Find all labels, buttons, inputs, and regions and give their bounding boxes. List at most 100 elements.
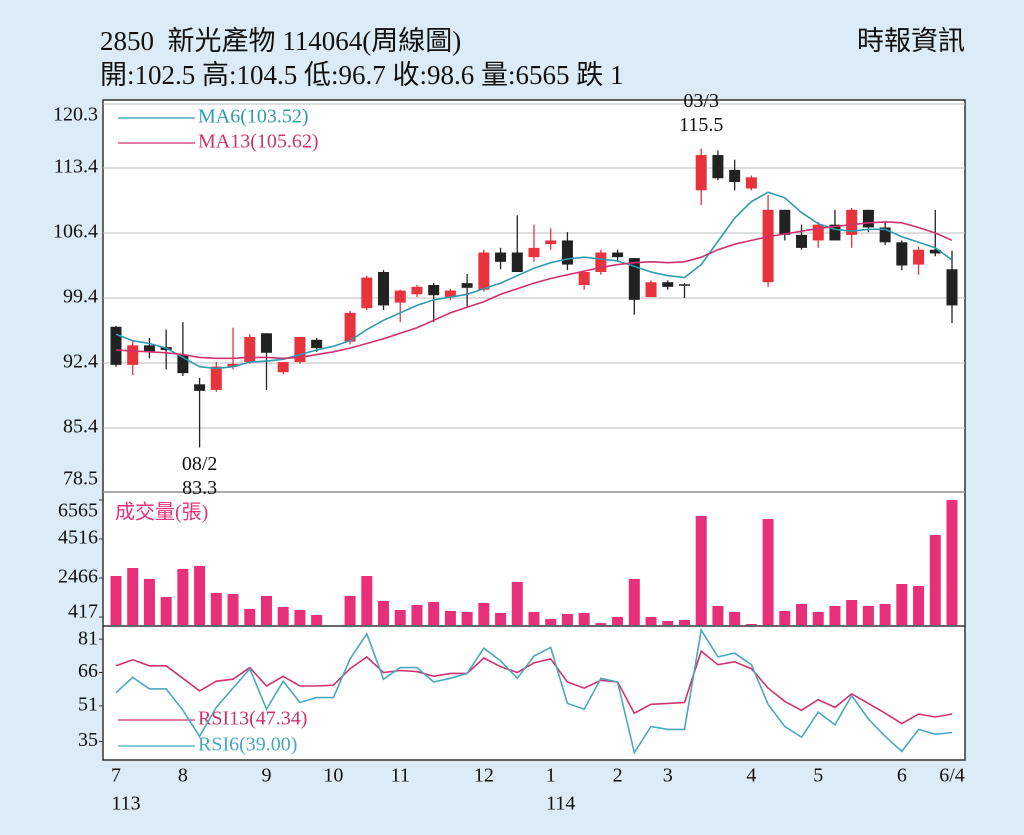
volume-bar — [729, 611, 741, 625]
candle-body — [361, 277, 373, 309]
volume-bar — [277, 607, 289, 625]
annotation-value: 83.3 — [182, 477, 217, 499]
volume-bar — [194, 566, 206, 625]
volume-bar — [695, 516, 707, 625]
x-year-label: 113 — [111, 793, 140, 815]
volume-bar — [227, 594, 239, 625]
candle-body — [678, 284, 690, 286]
volume-bar — [244, 609, 256, 625]
candle-body — [110, 326, 122, 365]
series-line — [115, 627, 953, 755]
volume-bar — [511, 582, 523, 625]
x-tick-label: 7 — [111, 765, 121, 787]
volume-bar — [260, 596, 272, 625]
panel-title: 成交量(張) — [115, 501, 208, 524]
candle-body — [194, 384, 206, 391]
x-tick-label: 4 — [746, 765, 756, 787]
candle-body — [745, 177, 757, 189]
candle-body — [277, 362, 289, 373]
candle-body — [528, 247, 540, 258]
volume-bar — [879, 603, 891, 625]
y-tick-label: 6565 — [58, 500, 98, 522]
y-tick-label: 4516 — [58, 527, 98, 549]
candle-body — [846, 209, 858, 235]
annotation-value: 115.5 — [679, 114, 723, 136]
candle-body — [210, 366, 222, 390]
x-year-label: 114 — [546, 793, 575, 815]
series-line — [115, 191, 953, 370]
legend-label: RSI6(39.00) — [198, 734, 297, 756]
volume-bar — [311, 615, 323, 625]
candle-body — [495, 252, 507, 262]
volume-bar — [561, 613, 573, 625]
candle-body — [344, 312, 356, 342]
candle-body — [612, 252, 624, 258]
x-tick-label: 8 — [178, 765, 188, 787]
volume-bar — [378, 601, 390, 625]
series-line — [115, 221, 953, 360]
candle-body — [294, 336, 306, 363]
volume-bar — [946, 500, 958, 625]
volume-bar — [762, 519, 774, 625]
volume-bar — [210, 593, 222, 625]
candle-body — [662, 282, 674, 287]
candle-body — [561, 240, 573, 265]
volume-bar — [127, 568, 139, 625]
annotation-label: 03/3 — [683, 90, 719, 112]
candle-body — [311, 339, 323, 349]
volume-bar — [829, 605, 841, 625]
quote-line: 開:102.5 高:104.5 低:96.7 收:98.6 量:6565 跌 1 — [100, 60, 624, 90]
candle-body — [244, 336, 256, 363]
candle-body — [829, 224, 841, 241]
y-tick-label: 51 — [78, 693, 98, 715]
legend-label: MA13(105.62) — [198, 131, 319, 153]
x-tick-label: 1 — [546, 765, 556, 787]
volume-bar — [645, 617, 657, 625]
candle-body — [862, 209, 874, 228]
legend-label: RSI13(47.34) — [198, 708, 307, 730]
plot-area — [102, 99, 966, 761]
source: 時報資訊 — [857, 26, 965, 56]
candle-body — [378, 272, 390, 306]
candle-body — [227, 363, 239, 367]
volume-bar — [411, 605, 423, 625]
candle-body — [796, 234, 808, 248]
volume-bar — [394, 609, 406, 625]
candle-body — [127, 345, 139, 365]
candle-body — [478, 252, 490, 290]
volume-bar — [495, 613, 507, 625]
volume-bar — [913, 586, 925, 625]
candle-body — [812, 224, 824, 241]
candle-body — [461, 283, 473, 288]
volume-bar — [929, 534, 941, 625]
candle-body — [595, 252, 607, 273]
volume-bar — [177, 569, 189, 625]
candle-body — [645, 282, 657, 298]
candle-body — [578, 272, 590, 286]
x-tick-label: 10 — [323, 765, 343, 787]
volume-bar — [662, 621, 674, 625]
y-tick-label: 35 — [78, 729, 98, 751]
volume-bar — [796, 603, 808, 625]
volume-bar — [545, 619, 557, 625]
volume-bar — [528, 611, 540, 625]
volume-bar — [862, 605, 874, 625]
candle-body — [628, 258, 640, 300]
candle-body — [729, 169, 741, 182]
y-tick-label: 78.5 — [63, 468, 98, 490]
x-tick-label: 11 — [391, 765, 410, 787]
y-tick-label: 113.4 — [54, 156, 98, 178]
candle-body — [511, 252, 523, 273]
candle-body — [712, 155, 724, 179]
candle-body — [896, 242, 908, 266]
chart-title: 2850 新光產物 114064(周線圖) — [100, 26, 461, 56]
candle-body — [695, 155, 707, 191]
x-tick-label: 2 — [613, 765, 623, 787]
volume-bar — [110, 576, 122, 625]
series-line — [115, 649, 953, 725]
y-tick-label: 66 — [78, 660, 98, 682]
candle-body — [762, 209, 774, 283]
volume-bar — [779, 611, 791, 625]
y-tick-label: 2466 — [58, 566, 98, 588]
y-tick-label: 85.4 — [63, 416, 98, 438]
